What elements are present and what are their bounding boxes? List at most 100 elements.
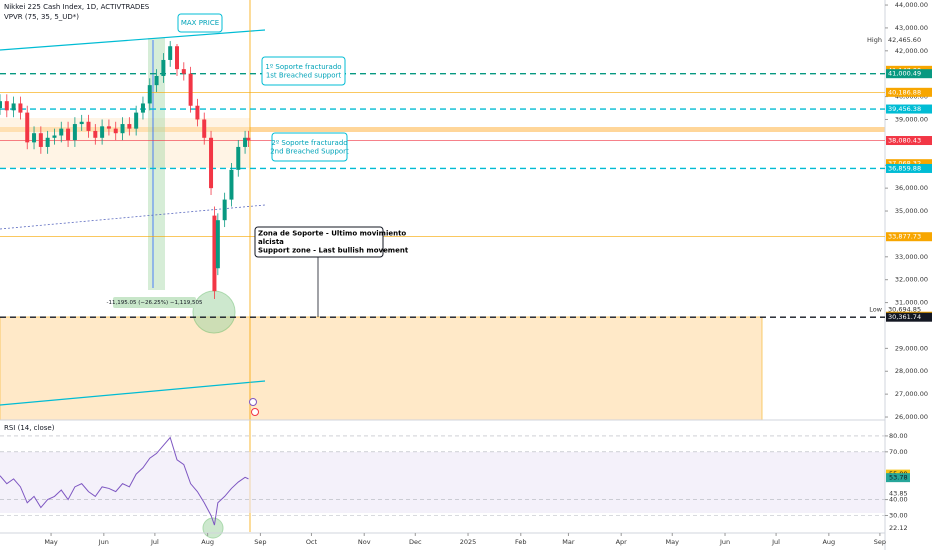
candle-body [32,133,37,143]
y-tick-label: 32,000.00 [895,276,928,284]
rsi-band [0,452,885,513]
annotation-box [261,56,346,86]
x-tick-label: Sep [874,538,886,546]
level-box [886,473,910,483]
x-tick-label: Mar [562,538,575,546]
candle-body [127,124,132,129]
x-tick-label: Feb [515,538,527,546]
level-label: 22.12 [889,524,908,532]
candle-body [134,112,139,129]
candle-body [25,112,30,143]
annotation-text: alcista [258,238,284,246]
candle-body [59,128,64,136]
annotation-text: 2º Soporte fracturado [271,139,347,147]
candle-body [209,137,214,189]
price-label-box [886,87,932,97]
price-label: 41,000.49 [888,70,921,78]
indicator-label: VPVR (75, 35, 5_UD*) [4,13,79,21]
level-label: 53.78 [889,474,908,482]
rsi-line [0,436,249,526]
y-tick-label: 70.00 [889,448,908,456]
price-label: 39,456.38 [888,105,921,113]
trendline [0,29,266,51]
resistance-band [0,127,885,132]
y-tick-label: 27,000.00 [895,390,928,398]
candle-body [38,133,43,147]
y-tick-label: 80.00 [889,432,908,440]
x-tick-label: Jun [98,538,109,546]
x-tick-label: 2025 [460,538,477,546]
price-label-box [886,136,932,146]
x-tick-label: May [666,538,680,546]
candle-body [72,124,77,141]
candle-body [140,103,145,113]
price-tag: High [867,36,882,44]
y-tick-label: 42,000.00 [895,47,928,55]
y-tick-label: 40.00 [889,496,908,504]
candle-body [202,119,207,138]
candle-body [52,135,57,138]
candle-body [195,105,200,120]
price-label: 42,465.60 [888,36,921,44]
level-label: 43.85 [889,489,908,497]
price-label-box [886,69,932,79]
trendline [0,204,266,230]
candle-body [66,128,71,141]
candle-body [188,73,193,106]
candle-body [79,121,84,125]
y-tick-label: 29,000.00 [895,344,928,352]
candle-body [215,220,220,269]
candle-body [181,69,186,74]
annotation-text: 1º Soporte fracturado [265,63,341,71]
trendline [0,380,266,406]
y-tick-label: 30.00 [889,511,908,519]
candle-body [93,130,98,138]
annotation-box [254,226,384,258]
x-tick-label: Jul [771,538,780,546]
candle-body [168,46,173,60]
candle-body [175,46,179,70]
x-tick-label: Aug [822,538,835,546]
candle-body [4,101,9,111]
y-tick-label: 39,000.00 [895,115,928,123]
x-tick-label: Dec [409,538,422,546]
x-tick-label: Aug [201,538,214,546]
price-label: 30,361.74 [888,313,921,321]
price-label: 30,694.85 [888,306,921,314]
price-label: 33,877.73 [888,233,921,241]
candle-body [113,128,118,134]
y-tick-label: 43,000.00 [895,24,928,32]
candle-body [0,101,2,109]
candle-body [106,126,111,129]
measure-box [148,38,165,290]
y-tick-label: 35,000.00 [895,207,928,215]
candle-body [45,137,50,147]
candle-body [243,137,248,147]
y-tick-label: 28,000.00 [895,367,928,375]
x-tick-label: Sep [254,538,266,546]
candle-body [11,103,16,111]
chart-title: Nikkei 225 Cash Index, 1D, ACTIVTRADES [4,3,150,11]
y-tick-label: 31,000.00 [895,299,928,307]
measure-label-box [113,297,196,308]
annotation-box [177,13,223,33]
candle-body [236,146,241,170]
candle-body [246,137,251,141]
price-label-box [886,163,932,173]
price-label: 40,186.88 [888,88,921,96]
candle-body [212,215,217,292]
price-label-box [886,312,932,322]
candle-body [18,103,23,113]
price-label-box [886,104,932,114]
annotation-text: Zona de Soporte - Ultimo movimiento [258,230,406,238]
rsi-title: RSI (14, close) [4,424,55,432]
y-tick-label: 36,000.00 [895,184,928,192]
price-label: 37,068.32 [888,160,921,168]
y-tick-label: 44,000.00 [895,1,928,9]
y-tick-label: 33,000.00 [895,253,928,261]
price-label: 38,080.43 [888,137,921,145]
candle-body [147,85,152,104]
price-tag: Low [869,306,882,314]
price-label: 36,859.88 [888,164,921,172]
